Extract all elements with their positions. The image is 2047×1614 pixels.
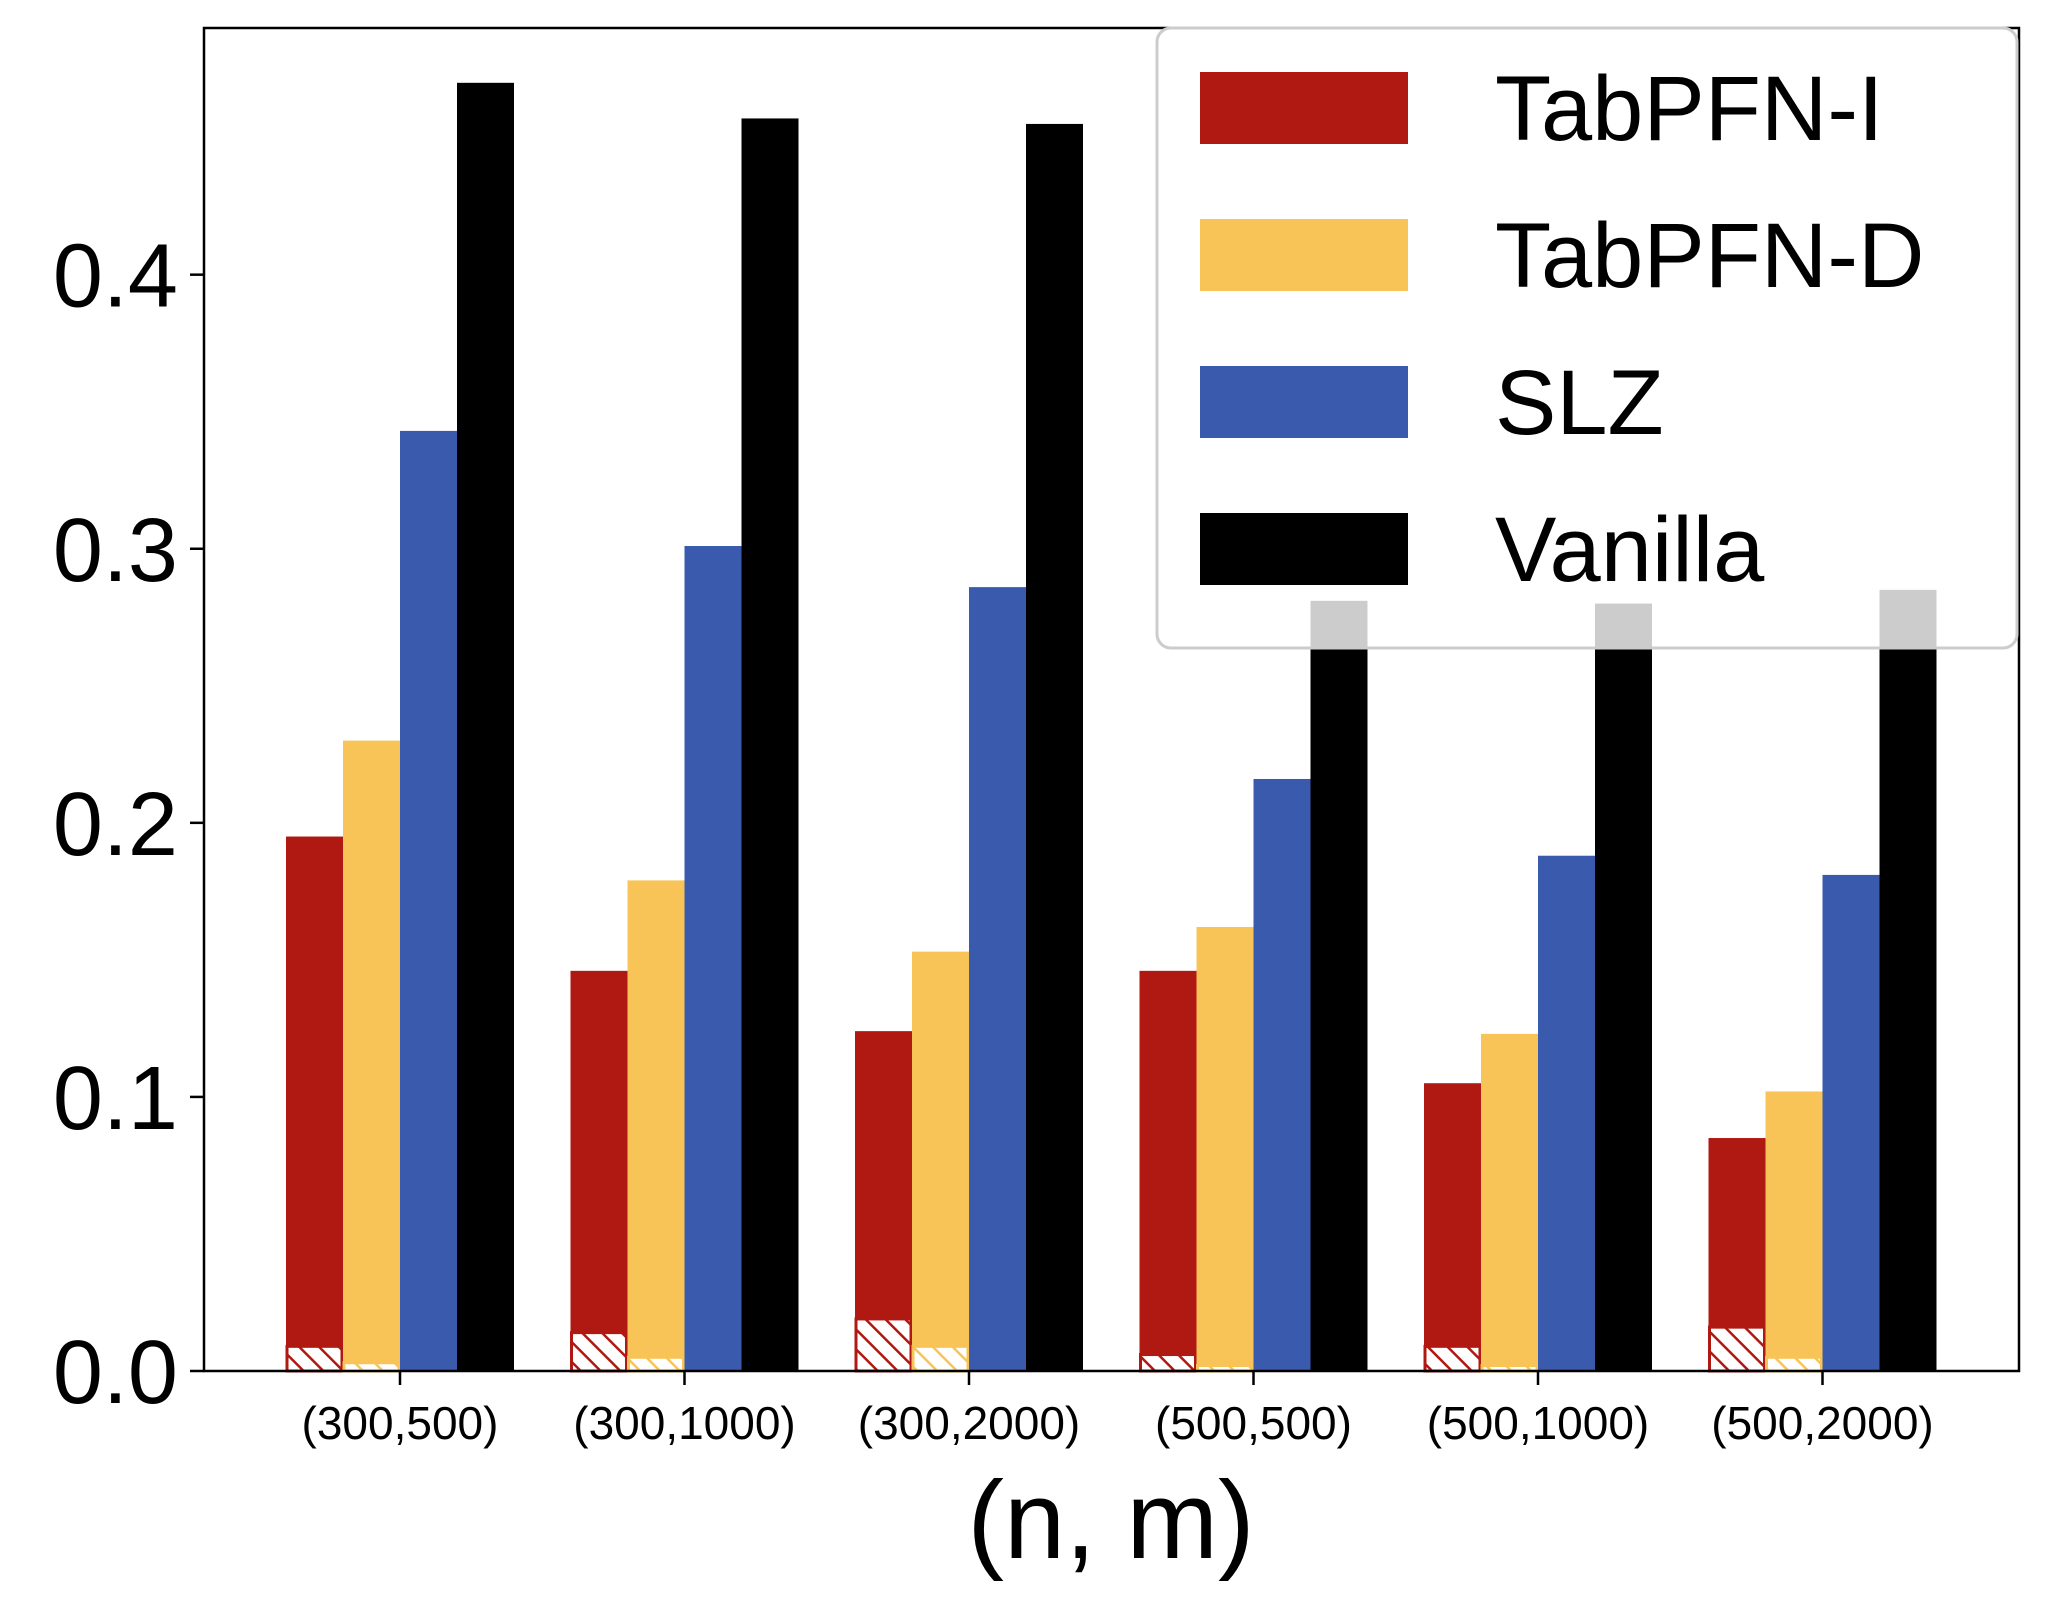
bar-tabpfn-i-4 [1424,1083,1481,1371]
x-axis: (300,500) (300,1000) (300,2000) (500,500) (5… [302,1371,1934,1449]
hatched-bar-tabpfn-i-4 [1423,1344,1482,1373]
x-tick-label: (500,500) [1155,1397,1352,1449]
bar-slz-4 [1538,855,1595,1371]
x-axis-label: (n, m) [967,1459,1254,1582]
legend-label-slz: SLZ [1495,352,1664,454]
y-tick-label: 0.2 [53,775,178,875]
x-tick-label: (500,2000) [1711,1397,1934,1449]
bar-vanilla-2 [1026,123,1083,1371]
legend-frame [1155,26,2019,650]
y-axis: 0.0 0.1 0.2 0.3 0.4 [53,227,204,1423]
hatched-bar-tabpfn-i-3 [1139,1353,1197,1373]
bar-tabpfn-d-2 [912,951,969,1371]
bar-vanilla-0 [457,82,514,1372]
x-tick-label: (500,1000) [1427,1397,1650,1449]
bar-vanilla-1 [741,118,799,1372]
bar-slz-5 [1822,874,1880,1371]
legend: TabPFN-I TabPFN-D SLZ Vanilla [1155,26,2019,650]
legend-swatch-tabpfn-i [1200,72,1408,144]
bar-vanilla-3 [1310,600,1368,1371]
y-tick-label: 0.0 [53,1323,178,1423]
legend-label-vanilla: Vanilla [1495,499,1765,601]
bar-slz-2 [969,587,1026,1371]
legend-label-tabpfn-i: TabPFN-I [1495,58,1884,160]
bar-vanilla-4 [1595,603,1652,1371]
bar-tabpfn-d-4 [1481,1033,1538,1371]
x-tick-label: (300,1000) [573,1397,796,1449]
y-tick-label: 0.1 [53,1049,178,1149]
bar-tabpfn-i-2 [855,1031,912,1371]
bar-tabpfn-d-1 [627,880,685,1371]
legend-label-tabpfn-d: TabPFN-D [1495,205,1924,307]
bar-tabpfn-i-3 [1139,970,1197,1371]
y-tick-label: 0.4 [53,227,178,327]
bar-tabpfn-d-0 [343,740,400,1371]
hatched-bar-tabpfn-d-1 [627,1355,685,1373]
x-tick-label: (300,2000) [858,1397,1081,1449]
x-tick-label: (300,500) [302,1397,499,1449]
legend-swatch-slz [1200,366,1408,438]
bar-tabpfn-d-3 [1196,926,1254,1371]
bar-slz-3 [1253,778,1311,1371]
hatched-bar-tabpfn-i-5 [1708,1325,1766,1373]
legend-swatch-vanilla [1200,513,1408,585]
hatched-bar-tabpfn-i-1 [570,1331,628,1373]
hatched-bar-tabpfn-d-2 [911,1344,970,1373]
hatched-bar-tabpfn-d-5 [1765,1355,1823,1373]
bar-tabpfn-i-1 [570,970,628,1371]
hatched-bar-tabpfn-i-0 [285,1344,344,1373]
bar-vanilla-5 [1879,589,1937,1371]
hatched-bar-tabpfn-i-2 [854,1317,913,1373]
y-tick-label: 0.3 [53,501,178,601]
bar-slz-1 [684,546,742,1371]
legend-swatch-tabpfn-d [1200,219,1408,291]
bar-tabpfn-d-5 [1765,1091,1823,1371]
plot-frame [202,26,2021,1373]
bar-slz-0 [400,430,457,1371]
bar-tabpfn-i-0 [286,836,343,1371]
bars-group [285,82,1937,1373]
